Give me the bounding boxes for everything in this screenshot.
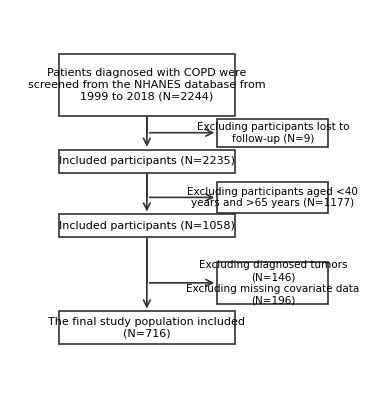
- Text: Included participants (N=1058): Included participants (N=1058): [59, 221, 235, 231]
- FancyBboxPatch shape: [217, 182, 328, 213]
- Text: Excluding participants aged <40
years and >65 years (N=1177): Excluding participants aged <40 years an…: [187, 186, 358, 208]
- Text: The final study population included
(N=716): The final study population included (N=7…: [48, 317, 245, 338]
- FancyBboxPatch shape: [59, 214, 235, 238]
- FancyBboxPatch shape: [59, 54, 235, 116]
- FancyBboxPatch shape: [59, 311, 235, 344]
- FancyBboxPatch shape: [59, 150, 235, 173]
- Text: Excluding participants lost to
follow-up (N=9): Excluding participants lost to follow-up…: [197, 122, 349, 144]
- Text: Excluding diagnosed tumors
(N=146)
Excluding missing covariate data
(N=196): Excluding diagnosed tumors (N=146) Exclu…: [186, 260, 359, 305]
- FancyBboxPatch shape: [217, 119, 328, 146]
- Text: Included participants (N=2235): Included participants (N=2235): [59, 156, 235, 166]
- FancyBboxPatch shape: [217, 262, 328, 304]
- Text: Patients diagnosed with COPD were
screened from the NHANES database from
1999 to: Patients diagnosed with COPD were screen…: [28, 68, 266, 102]
